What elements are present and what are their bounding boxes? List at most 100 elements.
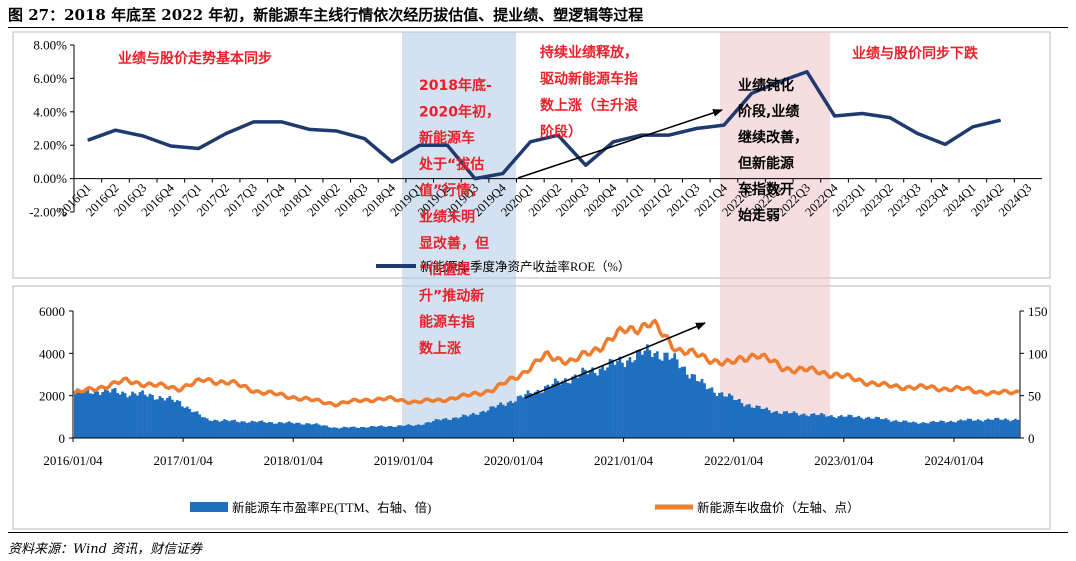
price-x-tick-label: 2020/01/04 xyxy=(484,453,544,468)
roe-point xyxy=(640,134,642,136)
pe-bar xyxy=(730,395,734,438)
pe-bar xyxy=(524,394,527,438)
pe-bar xyxy=(904,420,908,438)
pe-bar xyxy=(270,422,274,438)
pe-bar xyxy=(874,416,878,438)
pe-bar xyxy=(613,364,617,438)
pe-bar xyxy=(571,376,575,438)
pe-bar xyxy=(986,418,990,438)
pe-bar xyxy=(984,419,987,438)
annotation-valuation-line: “估值提 xyxy=(419,261,471,278)
price-x-tick-label: 2016/01/04 xyxy=(43,453,103,468)
price-x-tick-label: 2017/01/04 xyxy=(153,453,213,468)
pe-bar xyxy=(148,393,152,438)
pe-bar xyxy=(327,427,331,438)
pe-bar xyxy=(312,423,316,438)
pe-bar xyxy=(272,423,276,438)
pe-bar xyxy=(372,426,376,438)
pe-bar xyxy=(690,374,694,438)
pe-y-tick-label: 100 xyxy=(1028,346,1048,361)
pe-bar xyxy=(713,392,716,438)
pe-bar xyxy=(220,420,224,438)
pe-bar xyxy=(723,396,726,438)
pe-y-tick-label: 50 xyxy=(1028,389,1041,404)
pe-bar xyxy=(842,416,846,438)
pe-bar xyxy=(889,421,893,438)
pe-bar xyxy=(772,411,776,438)
figure-source: 资料来源：Wind 资讯，财信证券 xyxy=(8,542,203,557)
pe-bar xyxy=(807,416,811,438)
price-y-tick-label: 4000 xyxy=(39,346,65,361)
pe-bar xyxy=(541,392,545,438)
pe-bar xyxy=(832,416,836,438)
pe-bar xyxy=(454,417,458,438)
pe-bar xyxy=(747,404,751,438)
pe-bar xyxy=(745,404,749,438)
pe-bar xyxy=(394,426,398,438)
pe-bar xyxy=(474,414,478,438)
roe-point xyxy=(557,134,559,136)
pe-bar xyxy=(755,405,759,438)
annotation-valuation-line: 能源车指 xyxy=(419,314,475,331)
pe-bar xyxy=(494,407,498,438)
pe-bar xyxy=(96,391,100,438)
pe-bar xyxy=(126,397,129,438)
pe-bar xyxy=(959,419,963,438)
pe-bar xyxy=(456,418,460,438)
pe-bar xyxy=(86,388,90,438)
pe-bar xyxy=(650,357,654,438)
roe-point xyxy=(253,121,255,123)
annotation-valuation-line: 值”行情， xyxy=(419,182,484,199)
pe-bar xyxy=(969,418,972,438)
roe-point xyxy=(751,92,753,94)
pe-bar xyxy=(703,383,706,438)
pe-bar xyxy=(954,422,958,438)
roe-line xyxy=(87,69,1001,181)
pe-bar xyxy=(452,417,455,438)
roe-point xyxy=(170,145,172,147)
annotation-earnings-line: 数上涨（主升浪 xyxy=(540,97,638,114)
roe-y-tick-label: 2.00% xyxy=(33,138,67,153)
pe-bar xyxy=(81,392,85,438)
pe-bar xyxy=(519,395,522,438)
pe-bar xyxy=(872,418,876,438)
pe-bar xyxy=(173,402,177,438)
pe-bar xyxy=(282,423,286,438)
pe-bars xyxy=(74,344,1020,438)
roe-point xyxy=(391,161,393,163)
pe-bar xyxy=(253,421,256,438)
pe-bar xyxy=(626,360,629,438)
pe-bar xyxy=(539,393,542,438)
pe-bar xyxy=(412,426,415,438)
pe-bar xyxy=(141,390,144,438)
roe-point xyxy=(668,134,670,136)
pe-bar xyxy=(812,413,816,438)
pe-bar xyxy=(190,412,194,438)
pe-bar xyxy=(907,422,910,438)
pe-bar xyxy=(576,377,580,438)
pe-bar xyxy=(404,425,408,438)
pe-bar xyxy=(432,420,435,438)
pe-bar xyxy=(178,401,182,438)
pe-bar xyxy=(551,383,555,438)
pe-bar xyxy=(138,392,142,438)
pe-bar xyxy=(156,399,159,438)
pe-bar xyxy=(1001,419,1005,438)
pe-bar xyxy=(106,390,110,438)
pe-bar xyxy=(471,412,475,438)
pe-bar xyxy=(287,421,291,438)
pe-y-tick-label: 150 xyxy=(1028,304,1048,319)
pe-y-tick-label: 0 xyxy=(1028,431,1035,446)
pe-bar xyxy=(158,396,162,438)
roe-point xyxy=(778,81,780,83)
pe-bar xyxy=(359,427,363,438)
pe-bar xyxy=(665,352,669,438)
pe-bar xyxy=(631,362,634,438)
pe-bar xyxy=(168,396,172,438)
annotation-blunting-line: 业绩钝化 xyxy=(738,77,794,94)
roe-point xyxy=(225,133,227,135)
pe-bar xyxy=(123,393,127,438)
pe-bar xyxy=(258,421,261,438)
figure-title: 图 27：2018 年底至 2022 年初，新能源车主线行情依次经历拔估值、提业… xyxy=(8,6,644,24)
